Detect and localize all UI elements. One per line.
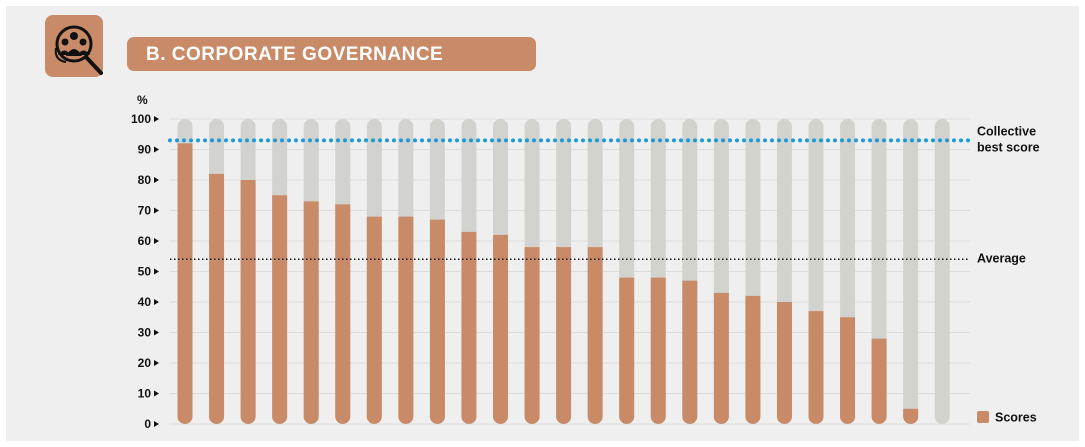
y-tick-label: 90 (138, 143, 152, 157)
tick-arrow (154, 238, 159, 244)
bar (209, 173, 225, 425)
bar (808, 311, 824, 425)
bar (398, 216, 414, 425)
bar (493, 234, 508, 425)
tick-arrow (154, 146, 159, 153)
bar (177, 143, 193, 425)
bar (776, 302, 792, 425)
tick-arrow (154, 177, 159, 183)
legend-label: Scores (995, 410, 1037, 424)
bar (903, 408, 919, 425)
reference-label: Average (977, 252, 1026, 266)
bar (429, 219, 445, 425)
tick-arrow (154, 207, 159, 214)
bar (745, 295, 761, 425)
tick-arrow (154, 360, 159, 366)
y-tick-label: 60 (138, 234, 152, 248)
bar (240, 180, 256, 425)
tick-arrow (154, 116, 159, 122)
reference-label: best score (977, 141, 1040, 155)
y-tick-label: 20 (138, 356, 152, 370)
bar (682, 280, 698, 425)
y-tick-label: 10 (138, 387, 152, 401)
bar-track (934, 119, 950, 424)
bar (840, 317, 856, 425)
bar (871, 338, 887, 425)
reference-label: Collective (977, 125, 1036, 139)
y-tick-label: 80 (138, 173, 152, 187)
legend-swatch (977, 411, 989, 423)
tick-arrow (154, 390, 159, 397)
y-tick-label: 40 (138, 295, 152, 309)
tick-arrow (154, 329, 159, 336)
bar (587, 247, 603, 425)
tick-arrow (154, 299, 159, 305)
y-tick-label: 70 (138, 204, 152, 218)
y-axis-label: % (137, 93, 148, 107)
y-tick-label: 30 (138, 326, 152, 340)
bar (272, 195, 288, 425)
tick-arrow (154, 268, 159, 275)
bar (524, 247, 540, 425)
title-pill (127, 37, 536, 71)
header-icon (45, 15, 103, 77)
y-tick-label: 0 (144, 417, 151, 431)
bar (619, 277, 635, 425)
bar (650, 277, 666, 425)
bar (461, 231, 477, 425)
chart-title: B. CORPORATE GOVERNANCE (146, 44, 443, 65)
bar (556, 247, 572, 425)
y-tick-label: 100 (131, 112, 151, 126)
bar (335, 204, 351, 425)
bar (713, 292, 729, 425)
bar (303, 201, 319, 425)
bar-track (903, 119, 919, 424)
y-tick-label: 50 (138, 265, 152, 279)
bar (366, 216, 382, 425)
tick-arrow (154, 421, 159, 427)
